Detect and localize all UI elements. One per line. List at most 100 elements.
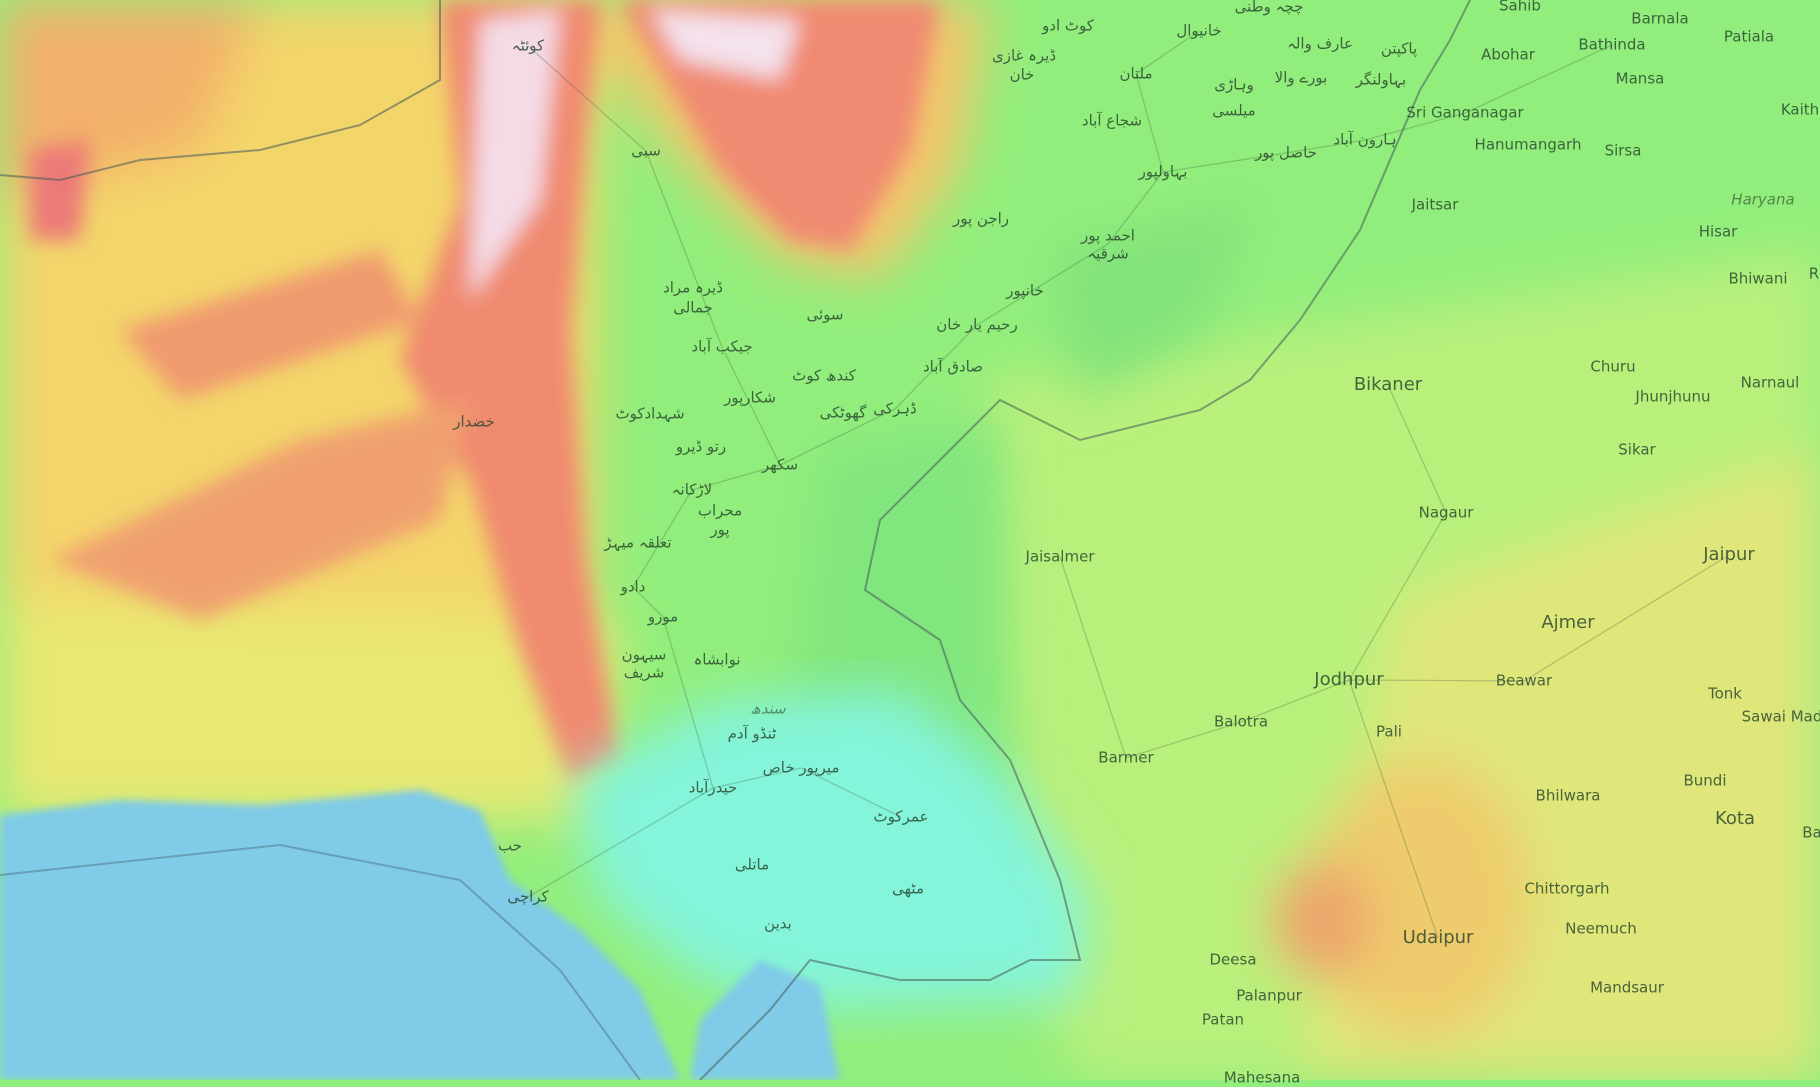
city-label[interactable]: جیکب آباد	[691, 337, 753, 356]
city-label[interactable]: R	[1808, 264, 1820, 283]
city-label[interactable]: Mahesana	[1223, 1068, 1301, 1087]
city-label[interactable]: Jaisalmer	[1025, 547, 1095, 566]
city-label[interactable]: Bathinda	[1578, 35, 1646, 54]
city-label[interactable]: سبی	[631, 141, 661, 160]
city-label[interactable]: Barnala	[1631, 9, 1689, 28]
city-label[interactable]: Chittorgarh	[1524, 879, 1610, 898]
city-label[interactable]: بدین	[764, 914, 792, 933]
state-label: Haryana	[1731, 190, 1795, 209]
city-label[interactable]: ماتلی	[734, 855, 770, 874]
city-label[interactable]: عارف والہ	[1287, 34, 1353, 53]
city-label[interactable]: رحیم یار خان	[936, 315, 1018, 334]
city-label[interactable]: ڈیرہ غازی	[991, 46, 1057, 65]
city-label[interactable]: سوئی	[806, 305, 844, 324]
city-label[interactable]: Mansa	[1615, 69, 1665, 88]
city-label[interactable]: کراچی	[507, 887, 549, 906]
city-label[interactable]: جمالی	[673, 298, 713, 317]
city-label[interactable]: Abohar	[1481, 45, 1535, 64]
city-label[interactable]: خان	[1009, 65, 1035, 84]
city-label[interactable]: حاصل پور	[1255, 143, 1317, 162]
city-label[interactable]: راجن پور	[952, 209, 1010, 228]
city-label[interactable]: Patiala	[1723, 27, 1775, 46]
city-label[interactable]: Bikaner	[1353, 374, 1423, 395]
city-label[interactable]: ڈہرکی	[873, 399, 917, 418]
city-label[interactable]: سکھر	[761, 455, 799, 474]
city-label[interactable]: بہاولنگر	[1355, 70, 1407, 89]
city-label[interactable]: Deesa	[1209, 950, 1257, 969]
city-label[interactable]: لاڑکانہ	[671, 480, 713, 499]
city-label[interactable]: نوابشاہ	[693, 650, 741, 669]
city-label[interactable]: Kota	[1714, 808, 1756, 829]
city-label[interactable]: مٹھی	[892, 879, 924, 898]
city-label[interactable]: کوئٹہ	[511, 36, 545, 55]
city-label[interactable]: صادق آباد	[923, 357, 983, 376]
city-label[interactable]: Tonk	[1708, 684, 1742, 703]
city-label[interactable]: بورے والا	[1274, 68, 1328, 87]
city-label[interactable]: ملتان	[1119, 64, 1153, 83]
city-label[interactable]: تعلقہ میہڑ	[604, 533, 672, 552]
city-label[interactable]: Kaith	[1780, 100, 1820, 119]
indus-delta	[570, 690, 1090, 1010]
city-label[interactable]: Sahib	[1499, 0, 1541, 15]
city-label[interactable]: ڈیرہ مراد	[663, 278, 723, 297]
city-label[interactable]: Balotra	[1213, 712, 1269, 731]
city-label[interactable]: پور	[710, 520, 730, 539]
city-label[interactable]: کوٹ ادو	[1042, 16, 1094, 35]
city-label[interactable]: گھوٹکی	[819, 403, 867, 422]
city-label[interactable]: وہاڑی	[1214, 75, 1254, 94]
city-label[interactable]: Sikar	[1618, 440, 1656, 459]
city-label[interactable]: دادو	[620, 577, 646, 596]
city-label[interactable]: Nagaur	[1418, 503, 1474, 522]
city-label[interactable]: مورو	[647, 607, 679, 626]
city-label[interactable]: شجاع آباد	[1081, 111, 1143, 130]
city-label[interactable]: پاکپتن	[1380, 39, 1418, 58]
city-label[interactable]: Mandsaur	[1590, 978, 1664, 997]
city-label[interactable]: خضدار	[453, 412, 495, 431]
city-label[interactable]: Sirsa	[1604, 141, 1642, 160]
mountain-ridges	[30, 0, 940, 780]
city-label[interactable]: Churu	[1590, 357, 1636, 376]
city-label[interactable]: احمد پور	[1081, 226, 1135, 245]
city-label[interactable]: شکارپور	[724, 388, 776, 407]
city-label[interactable]: چچہ وطنی	[1234, 0, 1304, 16]
city-label[interactable]: Bundi	[1683, 771, 1727, 790]
city-label[interactable]: Ba	[1802, 823, 1820, 842]
city-label[interactable]: Jodhpur	[1314, 669, 1384, 690]
city-label[interactable]: Hisar	[1698, 222, 1738, 241]
city-label[interactable]: Sawai Mad	[1741, 707, 1820, 726]
city-label[interactable]: کندھ کوٹ	[792, 366, 856, 385]
city-label[interactable]: رتو ڈیرو	[675, 437, 727, 456]
city-label[interactable]: Sri Ganganagar	[1406, 103, 1524, 122]
city-label[interactable]: ٹنڈو آدم	[727, 724, 777, 743]
city-label[interactable]: Udaipur	[1402, 927, 1474, 948]
city-label[interactable]: حب	[497, 836, 523, 855]
city-label[interactable]: Bhilwara	[1535, 786, 1601, 805]
city-label[interactable]: خانپور	[1006, 281, 1044, 300]
city-label[interactable]: Neemuch	[1565, 919, 1637, 938]
city-label[interactable]: Jaitsar	[1411, 195, 1459, 214]
city-label[interactable]: ہارون آباد	[1333, 130, 1397, 149]
city-label[interactable]: Beawar	[1495, 671, 1553, 690]
city-label[interactable]: Bhiwani	[1728, 269, 1788, 288]
city-label[interactable]: عمرکوٹ	[873, 807, 929, 826]
city-label[interactable]: Patan	[1201, 1010, 1245, 1029]
city-label[interactable]: سیہون	[621, 645, 667, 664]
city-label[interactable]: Pali	[1376, 722, 1402, 741]
city-label[interactable]: Barmer	[1098, 748, 1154, 767]
city-label[interactable]: شرقیہ	[1087, 244, 1129, 263]
city-label[interactable]: میرپور خاص	[762, 758, 840, 777]
city-label[interactable]: Jhunjhunu	[1635, 387, 1711, 406]
city-label[interactable]: محراب	[697, 501, 743, 520]
city-label[interactable]: خانیوال	[1176, 21, 1222, 40]
city-label[interactable]: حیدرآباد	[688, 778, 738, 797]
city-label[interactable]: Hanumangarh	[1474, 135, 1582, 154]
city-label[interactable]: بہاولپور	[1138, 162, 1188, 181]
city-label[interactable]: Ajmer	[1541, 612, 1595, 633]
city-label[interactable]: میلسی	[1212, 101, 1256, 120]
city-label[interactable]: شہدادکوٹ	[615, 404, 685, 423]
city-label[interactable]: Jaipur	[1703, 544, 1755, 565]
city-label[interactable]: شریف	[623, 663, 665, 682]
city-label[interactable]: Narnaul	[1740, 373, 1800, 392]
city-label[interactable]: Palanpur	[1236, 986, 1302, 1005]
